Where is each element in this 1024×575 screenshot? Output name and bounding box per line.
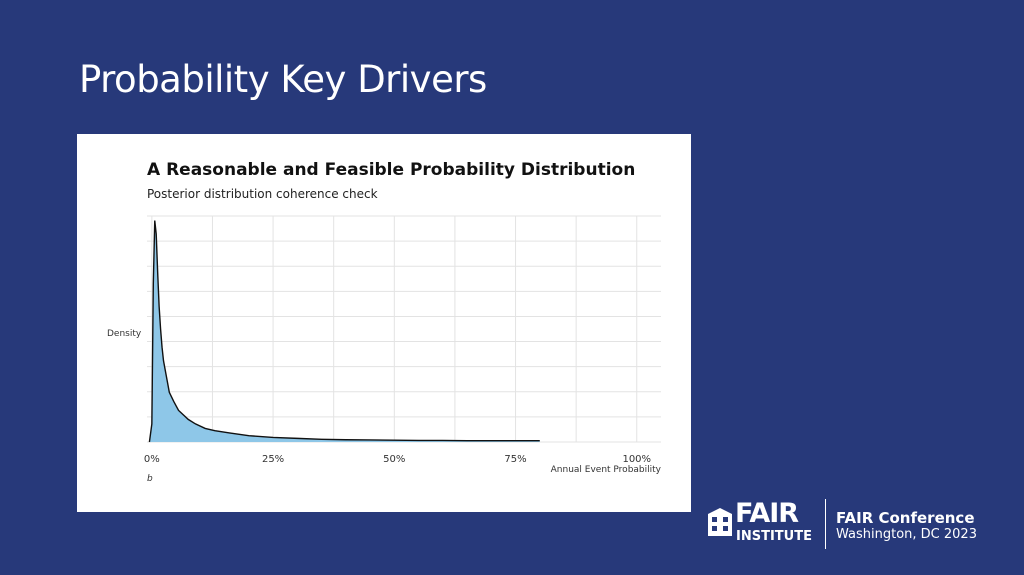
x-axis-label: Annual Event Probability	[551, 465, 662, 475]
logo-divider	[825, 499, 826, 549]
fair-building-icon	[708, 508, 732, 536]
y-axis-label: Density	[107, 329, 142, 339]
logo-subword: INSTITUTE	[736, 529, 812, 544]
logo-word: FAIR	[735, 498, 799, 529]
chart-title: A Reasonable and Feasible Probability Di…	[147, 160, 636, 180]
x-tick-label: 50%	[383, 454, 405, 465]
fair-institute-logo: FAIR INSTITUTE FAIR Conference Washingto…	[706, 498, 1006, 552]
chart-plot-area: 0% 25% 50% 75% 100% Density Annual Event Pro…	[107, 215, 662, 484]
x-axis-ticks: 0% 25% 50% 75% 100%	[144, 454, 651, 465]
x-tick-label: 75%	[504, 454, 526, 465]
density-area	[149, 220, 540, 442]
density-chart: 0% 25% 50% 75% 100% Density Annual Event Pro…	[77, 134, 691, 512]
x-tick-label: 100%	[622, 454, 651, 465]
x-tick-label: 0%	[144, 454, 160, 465]
slide-title: Probability Key Drivers	[79, 58, 487, 101]
chart-subtitle: Posterior distribution coherence check	[147, 187, 378, 201]
density-line	[148, 220, 540, 443]
chart-caption: b	[147, 474, 153, 484]
conference-location: Washington, DC 2023	[836, 527, 977, 542]
chart-series	[148, 220, 540, 443]
x-tick-label: 25%	[262, 454, 284, 465]
conference-name: FAIR Conference	[836, 509, 975, 527]
chart-grid	[147, 215, 661, 443]
